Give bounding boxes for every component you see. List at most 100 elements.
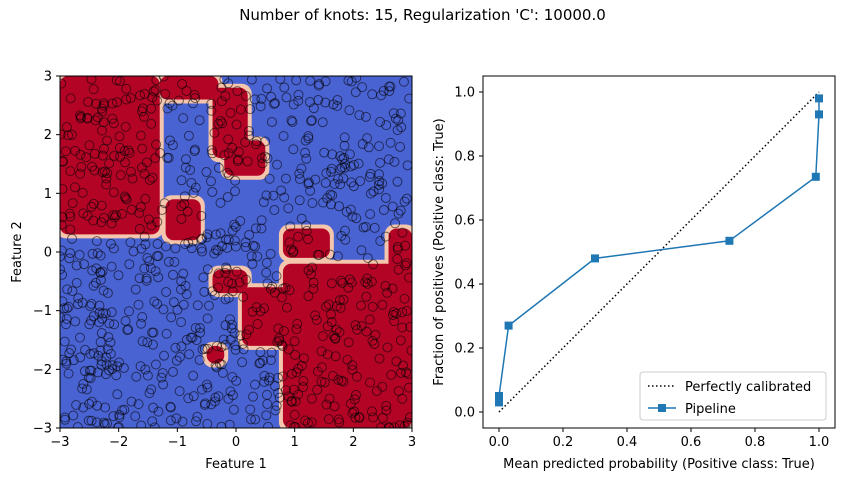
scatter-point <box>117 208 128 219</box>
scatter-point <box>287 116 298 127</box>
scatter-point <box>67 198 78 209</box>
scatter-point <box>339 132 350 143</box>
x-tick-label: 0.4 <box>617 435 638 450</box>
scatter-point <box>83 96 94 107</box>
scatter-point <box>104 365 115 376</box>
scatter-point <box>190 322 201 333</box>
scatter-point <box>294 174 305 185</box>
scatter-point <box>381 120 392 131</box>
scatter-point <box>78 379 89 390</box>
scatter-point <box>224 419 235 428</box>
scatter-point <box>141 157 152 168</box>
scatter-point <box>381 405 392 416</box>
scatter-point <box>147 92 158 103</box>
scatter-point <box>262 83 273 94</box>
series-pipeline-point <box>495 398 503 407</box>
scatter-point <box>311 314 322 325</box>
scatter-point <box>353 158 364 169</box>
scatter-point <box>97 167 108 178</box>
scatter-point <box>111 76 122 86</box>
scatter-point <box>189 146 200 157</box>
scatter-point <box>338 376 349 387</box>
scatter-point <box>234 277 245 288</box>
y-tick-label: −3 <box>33 422 52 437</box>
scatter-point <box>159 198 170 209</box>
scatter-point <box>402 417 412 428</box>
scatter-point <box>104 318 115 329</box>
scatter-point <box>258 355 269 366</box>
scatter-point <box>339 140 350 151</box>
scatter-point <box>95 345 106 356</box>
scatter-point <box>102 288 113 299</box>
scatter-point <box>84 398 95 409</box>
scatter-point <box>75 352 86 363</box>
scatter-point <box>162 103 173 114</box>
scatter-point <box>207 286 218 297</box>
scatter-point <box>65 93 76 104</box>
scatter-point <box>374 184 385 195</box>
scatter-point <box>245 414 256 425</box>
y-tick-label: 0.6 <box>454 214 475 229</box>
scatter-point <box>60 303 70 314</box>
scatter-point <box>176 341 187 352</box>
scatter-point <box>270 405 281 416</box>
x-tick-label: 2 <box>349 435 357 450</box>
scatter-point <box>354 110 365 121</box>
scatter-point <box>183 130 194 141</box>
scatter-point <box>218 334 229 345</box>
scatter-point <box>201 232 212 243</box>
scatter-point <box>293 89 304 100</box>
scatter-point <box>166 312 177 323</box>
scatter-point <box>329 401 340 412</box>
scatter-point <box>319 147 330 158</box>
scatter-point <box>124 147 135 158</box>
scatter-point <box>95 268 106 279</box>
scatter-point <box>194 354 205 365</box>
scatter-point <box>259 303 270 314</box>
scatter-point <box>178 299 189 310</box>
scatter-point <box>368 259 379 270</box>
scatter-point <box>273 323 284 334</box>
scatter-point <box>246 76 257 85</box>
scatter-point <box>286 244 297 255</box>
scatter-point <box>320 97 331 108</box>
y-tick-label: 2 <box>44 128 52 143</box>
scatter-point <box>201 379 212 390</box>
scatter-point <box>91 417 102 428</box>
scatter-point <box>404 412 412 423</box>
scatter-point <box>338 173 349 184</box>
scatter-point <box>74 332 85 343</box>
scatter-point <box>279 192 290 203</box>
scatter-point <box>357 82 368 93</box>
x-tick-label: 1 <box>291 435 299 450</box>
scatter-point <box>355 176 366 187</box>
scatter-point <box>401 193 412 204</box>
scatter-point <box>356 321 367 332</box>
scatter-point <box>126 396 137 407</box>
scatter-point <box>388 310 399 321</box>
scatter-point <box>67 286 78 297</box>
scatter-point <box>280 385 291 396</box>
scatter-point <box>130 411 141 422</box>
scatter-point <box>106 261 117 272</box>
scatter-point <box>101 352 112 363</box>
scatter-point <box>278 131 289 142</box>
scatter-point <box>121 194 132 205</box>
y-tick-label: 0.2 <box>454 342 475 357</box>
x-axis-ticks: 0.0 0.2 0.4 0.6 0.8 1.0 <box>489 428 829 450</box>
scatter-point <box>387 283 398 294</box>
scatter-point <box>377 299 388 310</box>
scatter-point <box>228 404 239 415</box>
scatter-point <box>80 344 91 355</box>
scatter-point <box>362 278 373 289</box>
scatter-point <box>255 306 266 317</box>
scatter-point <box>244 229 255 240</box>
scatter-point <box>269 287 280 298</box>
scatter-point <box>308 277 319 288</box>
scatter-point <box>281 302 292 313</box>
scatter-point <box>339 162 350 173</box>
scatter-point <box>216 96 227 107</box>
scatter-point <box>177 416 188 427</box>
scatter-point <box>283 344 294 355</box>
scatter-point <box>231 119 242 130</box>
